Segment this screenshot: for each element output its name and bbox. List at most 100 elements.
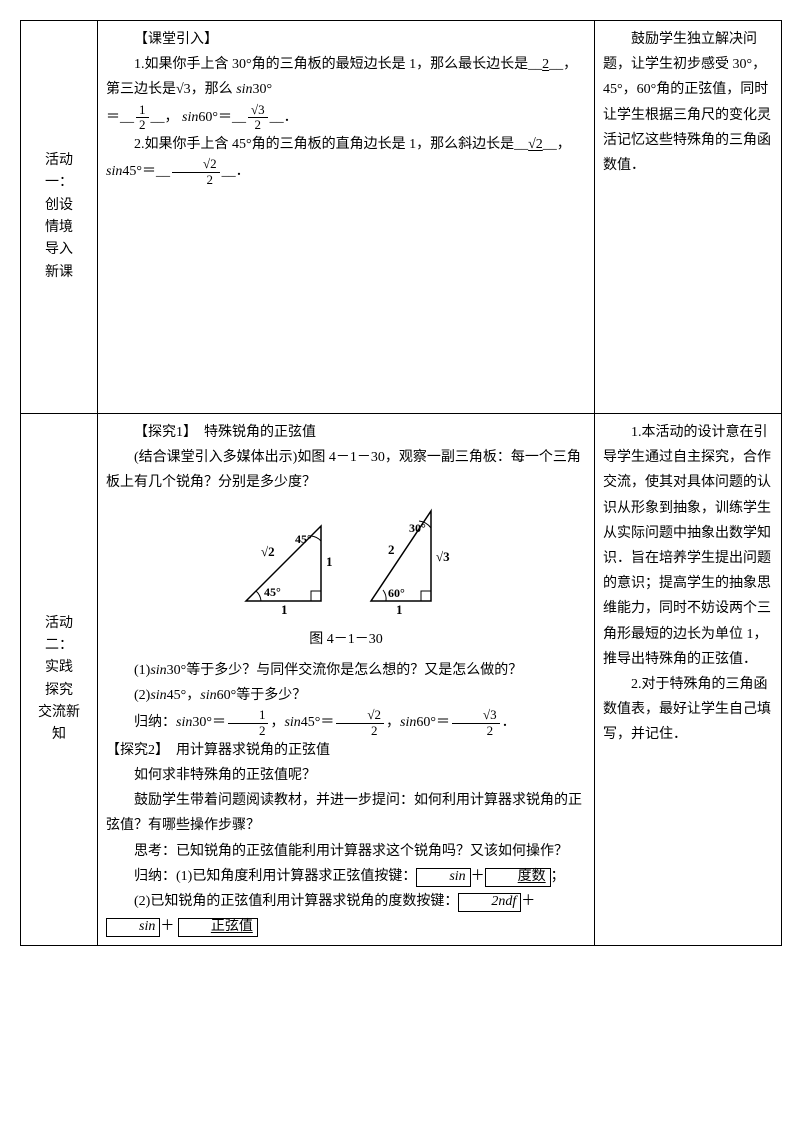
row2-label-1: 活动 bbox=[29, 613, 89, 635]
t45-a2: 45° bbox=[295, 532, 312, 546]
q2a: (2) bbox=[134, 688, 150, 703]
p7-plus1: ＋ bbox=[521, 894, 535, 909]
sum-a: 归纳： bbox=[134, 715, 176, 730]
row2-label-cell: 活动 二： 实践 探究 交流新 知 bbox=[21, 414, 98, 946]
diagram-caption: 图 4－1－30 bbox=[106, 627, 586, 652]
r1-eq-c: __． bbox=[270, 110, 298, 125]
row-activity-1: 活动 一： 创设 情境 导入 新课 【课堂引入】 1.如果你手上含 30°角的三… bbox=[21, 21, 782, 414]
frac-half: 12 bbox=[136, 103, 149, 133]
row2-label-2: 二： bbox=[29, 635, 89, 657]
q2-r2: 60°等于多少？ bbox=[217, 688, 307, 703]
sum-end: ． bbox=[502, 715, 516, 730]
f1d: 2 bbox=[228, 724, 269, 738]
frac-r3-den: 2 bbox=[248, 118, 268, 132]
q1a: (1) bbox=[134, 663, 150, 678]
t3060-a60: 60° bbox=[388, 586, 405, 600]
t45-sr2: √2 bbox=[261, 544, 275, 559]
f3d: 2 bbox=[452, 724, 500, 738]
sum-sin60: sin bbox=[400, 715, 416, 730]
r1p2a: 2.如果你手上含 45°角的三角板的直角边长是 1，那么斜边长是__ bbox=[134, 137, 528, 152]
key-val: 正弦值 bbox=[178, 918, 258, 937]
row2-q2: (2)sin45°，sin60°等于多少？ bbox=[106, 683, 586, 708]
page: 活动 一： 创设 情境 导入 新课 【课堂引入】 1.如果你手上含 30°角的三… bbox=[20, 20, 780, 946]
row2-notes-cell: 1.本活动的设计意在引导学生通过自主探究，合作交流，使其对具体问题的认识从形象到… bbox=[595, 414, 782, 946]
r1p1c: ，那么 bbox=[191, 82, 237, 97]
row2-label-4: 探究 bbox=[29, 680, 89, 702]
row2-label-5: 交流新 bbox=[29, 702, 89, 724]
row1-label-5: 导入 bbox=[29, 239, 89, 261]
r1-sin30-deg: 30° bbox=[253, 82, 273, 97]
frac2: √22 bbox=[336, 708, 384, 738]
key-2ndf: 2ndf bbox=[458, 893, 521, 912]
p6-plus: ＋ bbox=[471, 869, 485, 884]
row1-label-6: 新课 bbox=[29, 262, 89, 284]
sum-30: 30°＝ bbox=[192, 715, 226, 730]
frac-r3-2: √32 bbox=[248, 103, 268, 133]
row1-label-4: 情境 bbox=[29, 217, 89, 239]
frac-r3-num: √3 bbox=[248, 103, 268, 118]
row2-summary: 归纳：sin30°＝12，sin45°＝√22，sin60°＝√32． bbox=[106, 708, 586, 738]
r1-sin60-deg: 60°＝__ bbox=[198, 110, 246, 125]
triangle-45: 45° 45° 1 1 √2 bbox=[246, 526, 333, 616]
p6-semi: ； bbox=[551, 869, 565, 884]
r1-eq-a: ＝__ bbox=[106, 110, 134, 125]
row2-content-cell: 【探究1】 特殊锐角的正弦值 (结合课堂引入多媒体出示)如图 4－1－30，观察… bbox=[98, 414, 595, 946]
triangle-diagram: 45° 45° 1 1 √2 60° 30° 1 2 √3 bbox=[106, 506, 586, 625]
row1-notes: 鼓励学生独立解决问题，让学生初步感受 30°，45°，60°角的正弦值，同时让学… bbox=[603, 27, 773, 178]
row2-notes-1: 1.本活动的设计意在引导学生通过自主探究，合作交流，使其对具体问题的认识从形象到… bbox=[603, 420, 773, 672]
p7a: (2)已知锐角的正弦值利用计算器求锐角的度数按键： bbox=[134, 894, 458, 909]
row1-label-cell: 活动 一： 创设 情境 导入 新课 bbox=[21, 21, 98, 414]
row1-label-3: 创设 bbox=[29, 195, 89, 217]
r1-sin30-fn: sin bbox=[236, 82, 252, 97]
row2-notes-2: 2.对于特殊角的三角函数值表，最好让学生自己填写，并记住． bbox=[603, 672, 773, 748]
f3n: √3 bbox=[452, 708, 500, 723]
row1-title: 【课堂引入】 bbox=[106, 27, 586, 52]
r1p2u: √2 bbox=[528, 137, 543, 152]
frac-r2-den: 2 bbox=[172, 173, 220, 187]
p7-plus2: ＋ bbox=[160, 919, 174, 934]
row2-h2: 【探究2】 用计算器求锐角的正弦值 bbox=[106, 738, 586, 763]
t3060-a30: 30° bbox=[409, 521, 426, 535]
frac3: √32 bbox=[452, 708, 500, 738]
r1p2b: __， bbox=[543, 137, 571, 152]
row2-p5: 思考：已知锐角的正弦值能利用计算器求这个锐角吗？又该如何操作？ bbox=[106, 839, 586, 864]
row1-notes-cell: 鼓励学生独立解决问题，让学生初步感受 30°，45°，60°角的正弦值，同时让学… bbox=[595, 21, 782, 414]
row2-h1: 【探究1】 特殊锐角的正弦值 bbox=[106, 420, 586, 445]
row1-eqline: ＝__12__， sin60°＝__√32__． bbox=[106, 103, 586, 133]
t45-s1a: 1 bbox=[281, 602, 288, 616]
key-sin: sin bbox=[416, 868, 470, 887]
r1-sqrt3: √3 bbox=[176, 82, 191, 97]
row2-p7: (2)已知锐角的正弦值利用计算器求锐角的度数按键：2ndf＋sin＋ 正弦值 bbox=[106, 889, 586, 939]
row2-p6: 归纳：(1)已知角度利用计算器求正弦值按键：sin＋度数； bbox=[106, 864, 586, 889]
f2n: √2 bbox=[336, 708, 384, 723]
q2-sin1: sin bbox=[150, 688, 166, 703]
q1-sin: sin bbox=[150, 663, 166, 678]
r1-sin45-fn: sin bbox=[106, 164, 122, 179]
triangle-3060: 60° 30° 1 2 √3 bbox=[371, 511, 450, 616]
r1-eq-b: __， bbox=[151, 110, 183, 125]
row1-label-2: 一： bbox=[29, 172, 89, 194]
sum-c2: ， bbox=[386, 715, 400, 730]
t3060-s1: 1 bbox=[396, 602, 403, 616]
row1-p1: 1.如果你手上含 30°角的三角板的最短边长是 1，那么最长边长是__2__，第… bbox=[106, 52, 586, 102]
frac-r2-2: √22 bbox=[172, 157, 220, 187]
p6a: 归纳：(1)已知角度利用计算器求正弦值按键： bbox=[134, 869, 416, 884]
key-sin2: sin bbox=[106, 918, 160, 937]
q2-r1: 45°， bbox=[167, 688, 201, 703]
sum-c1: ， bbox=[270, 715, 284, 730]
f1n: 1 bbox=[228, 708, 269, 723]
row2-p1: (结合课堂引入多媒体出示)如图 4－1－30，观察一副三角板：每一个三角板上有几… bbox=[106, 445, 586, 495]
t3060-sr3: √3 bbox=[436, 549, 450, 564]
sum-sin30: sin bbox=[176, 715, 192, 730]
t45-a1: 45° bbox=[264, 585, 281, 599]
r1-sin60-fn: sin bbox=[182, 110, 198, 125]
r1-sin45-deg: 45°＝__ bbox=[122, 164, 170, 179]
r1p2c: __． bbox=[222, 164, 250, 179]
t45-s1b: 1 bbox=[326, 554, 333, 569]
frac1: 12 bbox=[228, 708, 269, 738]
row2-label-3: 实践 bbox=[29, 657, 89, 679]
q2-sin2: sin bbox=[200, 688, 216, 703]
sum-sin45: sin bbox=[284, 715, 300, 730]
key-deg: 度数 bbox=[485, 868, 551, 887]
frac-half-num: 1 bbox=[136, 103, 149, 118]
